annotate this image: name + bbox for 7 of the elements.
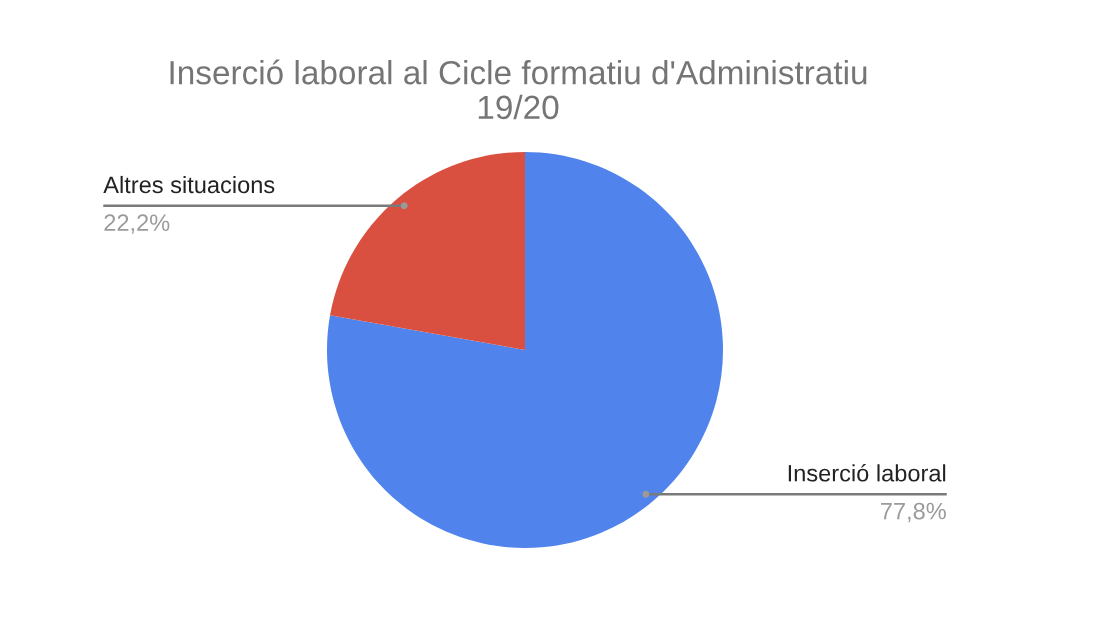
slice-label: Altres situacions (103, 175, 275, 194)
pie-slice (330, 152, 525, 350)
data-label: 22,2% (104, 214, 170, 234)
slice-label: Inserció laboral (788, 463, 946, 482)
pie-slice (327, 152, 723, 548)
data-label: 77,8% (881, 502, 946, 523)
chart-title: Inserció laboral al Cicle formatiu d'Administratiu 19/20 (170, 59, 867, 120)
